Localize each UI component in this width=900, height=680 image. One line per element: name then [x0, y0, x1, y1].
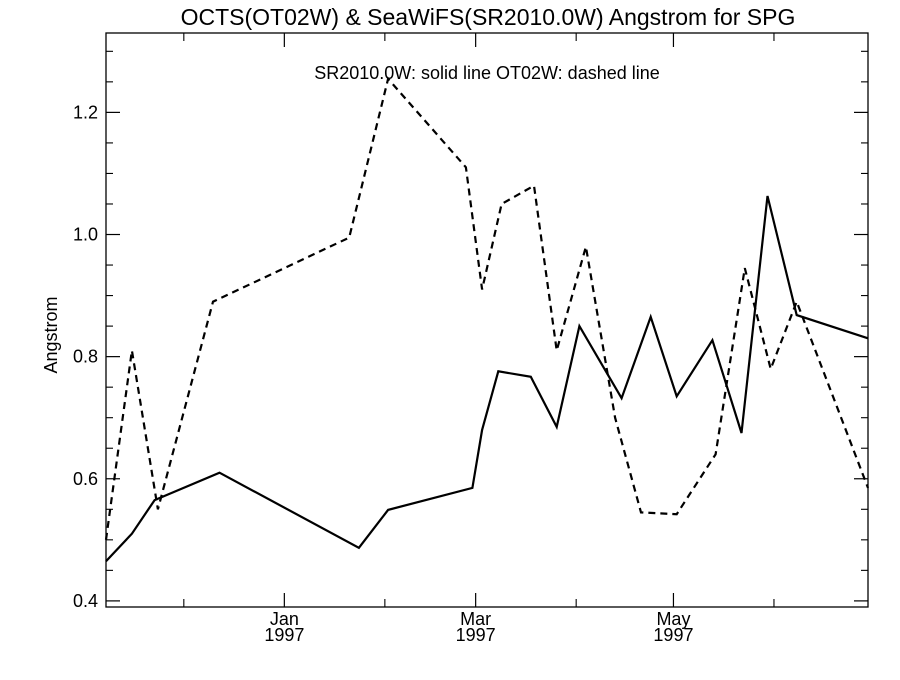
- x-tick-label-year: 1997: [264, 625, 304, 645]
- plot-frame: [105, 32, 869, 608]
- y-tick-label: 1.2: [73, 102, 98, 122]
- y-axis-label: Angstrom: [41, 296, 61, 373]
- series-line-sr2010-0w: [105, 195, 869, 562]
- y-tick-label: 1.0: [73, 225, 98, 245]
- series-line-ot02w: [104, 76, 870, 540]
- x-tick-label-month: May: [656, 609, 690, 629]
- legend-text: SR2010.0W: solid line OT02W: dashed line: [314, 63, 660, 83]
- y-tick-label: 0.6: [73, 469, 98, 489]
- x-tick-label-month: Mar: [460, 609, 491, 629]
- chart-title: OCTS(OT02W) & SeaWiFS(SR2010.0W) Angstro…: [181, 4, 796, 30]
- x-tick-label-month: Jan: [270, 609, 299, 629]
- x-tick-label-year: 1997: [456, 625, 496, 645]
- series-layer: [104, 76, 870, 562]
- y-tick-label: 0.8: [73, 347, 98, 367]
- y-tick-label: 0.4: [73, 591, 98, 611]
- x-tick-label-year: 1997: [653, 625, 693, 645]
